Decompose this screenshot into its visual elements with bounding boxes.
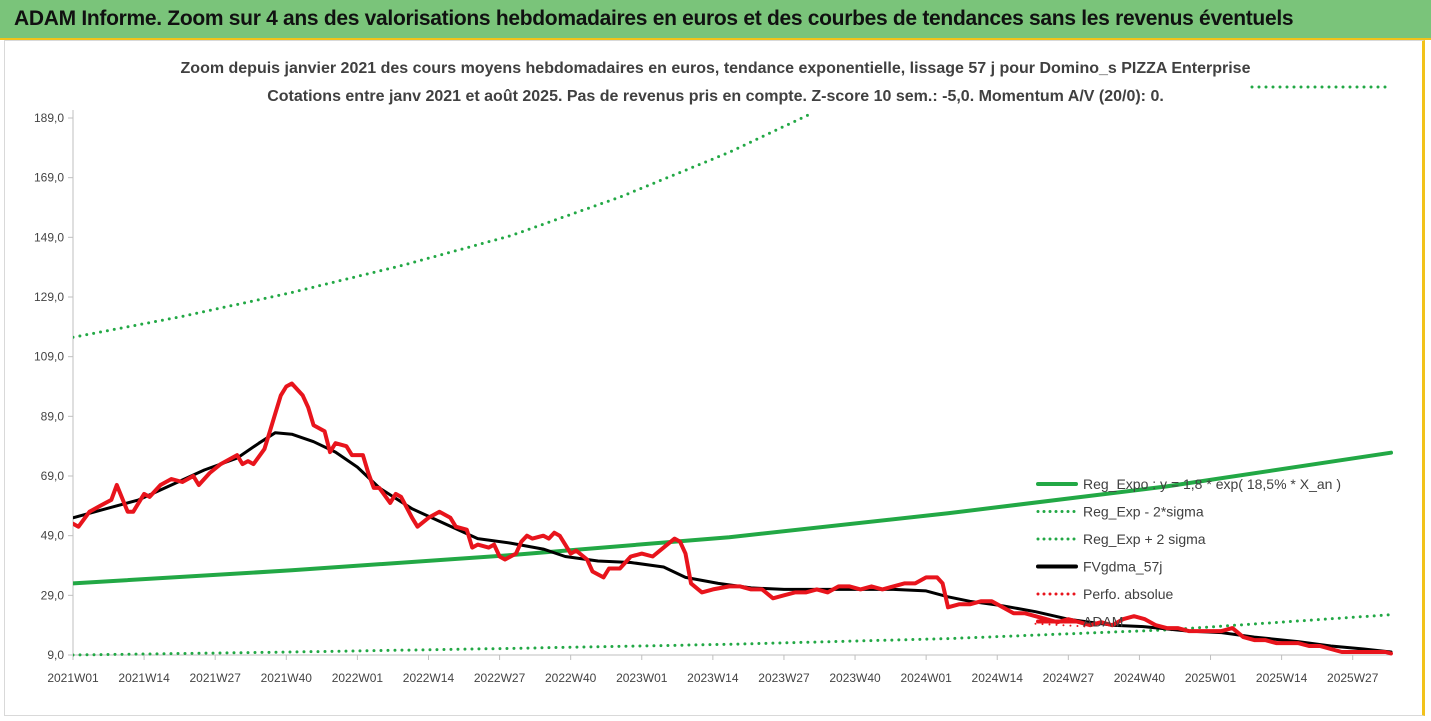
legend-label: FVgdma_57j — [1083, 559, 1162, 575]
x-tick-label: 2022W27 — [474, 671, 526, 685]
x-tick-label: 2024W40 — [1114, 671, 1166, 685]
x-tick-label: 2024W01 — [900, 671, 952, 685]
x-tick-label: 2023W40 — [829, 671, 881, 685]
x-tick-label: 2025W27 — [1327, 671, 1379, 685]
chart-subtitle: Cotations entre janv 2021 et août 2025. … — [267, 88, 1164, 105]
x-tick-label: 2021W27 — [190, 671, 242, 685]
chart-title: Zoom depuis janvier 2021 des cours moyen… — [180, 60, 1251, 77]
x-tick-label: 2021W40 — [261, 671, 313, 685]
legend-label: Reg_Exp - 2*sigma — [1083, 504, 1204, 520]
x-tick-label: 2023W14 — [687, 671, 739, 685]
y-tick-label: 189,0 — [34, 111, 64, 125]
x-tick-label: 2024W14 — [972, 671, 1024, 685]
x-tick-label: 2023W27 — [758, 671, 810, 685]
x-tick-label: 2021W01 — [47, 671, 99, 685]
y-tick-label: 129,0 — [34, 290, 64, 304]
series-line-adam — [73, 381, 1393, 656]
y-tick-label: 149,0 — [34, 230, 64, 244]
y-tick-label: 49,0 — [41, 529, 65, 543]
series-line-reg-expo-y-1-8-exp-18-5-x-an — [73, 450, 1393, 586]
chart-frame — [4, 40, 1425, 716]
legend-label: ADAM — [1083, 614, 1123, 630]
series-line-perfo-absolue — [1034, 622, 1092, 628]
legend-label: Reg_Exp + 2 sigma — [1083, 531, 1206, 547]
x-tick-label: 2025W01 — [1185, 671, 1237, 685]
report-banner: ADAM Informe. Zoom sur 4 ans des valoris… — [0, 0, 1431, 40]
y-tick-label: 9,0 — [47, 648, 64, 662]
report-title: ADAM Informe. Zoom sur 4 ans des valoris… — [14, 7, 1294, 30]
y-tick-label: 109,0 — [34, 350, 64, 364]
series-line-reg-exp-2-sigma — [73, 112, 813, 339]
x-tick-label: 2022W14 — [403, 671, 455, 685]
x-tick-label: 2021W14 — [118, 671, 170, 685]
series-line-reg-exp-2-sigma — [73, 613, 1393, 657]
x-tick-label: 2023W01 — [616, 671, 668, 685]
x-tick-label: 2025W14 — [1256, 671, 1308, 685]
x-tick-label: 2022W40 — [545, 671, 597, 685]
legend-label: Perfo. absolue — [1083, 586, 1173, 602]
y-tick-label: 29,0 — [41, 588, 65, 602]
y-tick-label: 89,0 — [41, 409, 65, 423]
legend-label: Reg_Expo : y = 1,8 * exp( 18,5% * X_an ) — [1083, 476, 1341, 492]
y-tick-label: 69,0 — [41, 469, 65, 483]
x-tick-label: 2022W01 — [332, 671, 384, 685]
x-tick-label: 2024W27 — [1043, 671, 1095, 685]
series-line-fvgdma-57j — [73, 431, 1393, 654]
y-tick-label: 169,0 — [34, 171, 64, 185]
